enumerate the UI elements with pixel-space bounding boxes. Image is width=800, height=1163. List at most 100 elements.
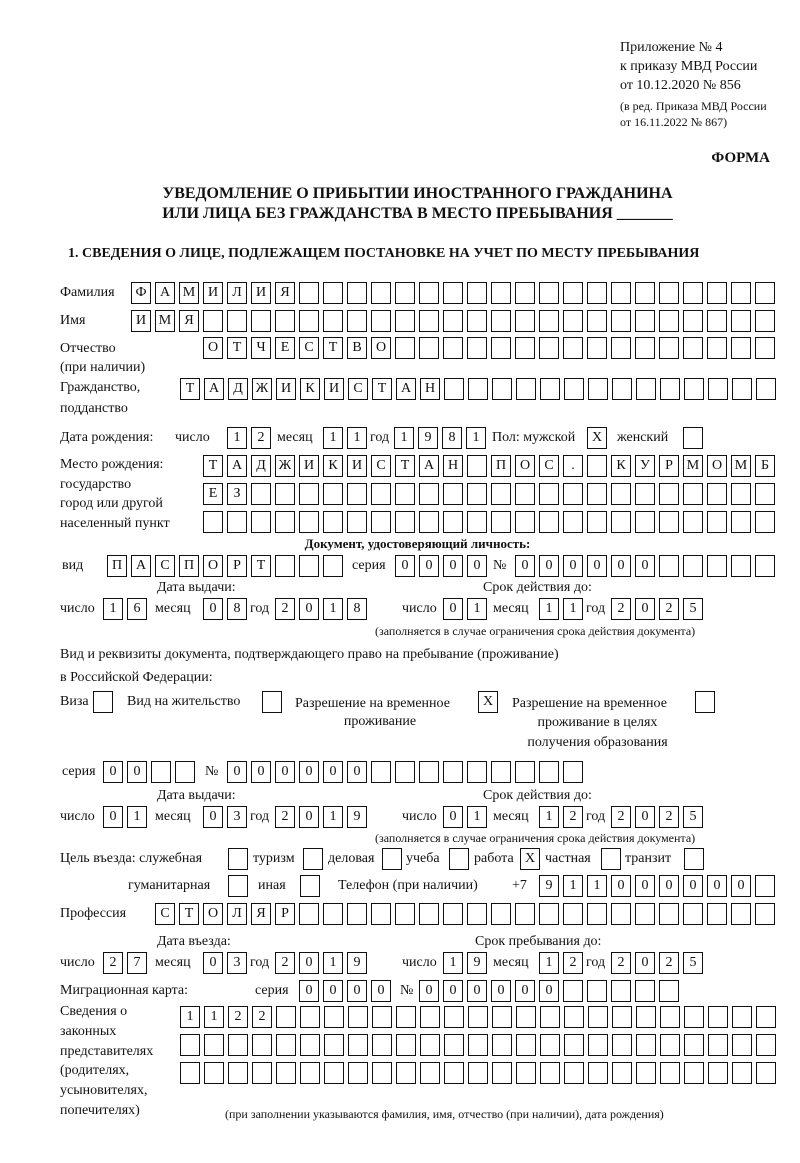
char-box[interactable] [564, 378, 584, 400]
char-box[interactable] [515, 903, 535, 925]
char-box[interactable] [300, 1034, 320, 1056]
char-box[interactable]: И [203, 282, 223, 304]
char-box[interactable] [684, 378, 704, 400]
purpose-business-checkbox[interactable] [382, 848, 402, 870]
char-box[interactable] [587, 980, 607, 1002]
char-box[interactable]: 0 [395, 555, 415, 577]
char-box[interactable] [324, 1006, 344, 1028]
char-box[interactable] [492, 1062, 512, 1084]
char-box[interactable] [299, 483, 319, 505]
char-box[interactable] [467, 483, 487, 505]
char-box[interactable] [755, 511, 775, 533]
char-box[interactable]: 5 [683, 598, 703, 620]
char-box[interactable]: 2 [659, 952, 679, 974]
char-box[interactable]: 0 [731, 875, 751, 897]
char-box[interactable] [444, 1062, 464, 1084]
char-box[interactable]: Т [251, 555, 271, 577]
char-box[interactable] [707, 903, 727, 925]
char-box[interactable]: 1 [563, 875, 583, 897]
char-box[interactable]: 0 [227, 761, 247, 783]
temp-residence-checkbox[interactable]: X [478, 691, 498, 713]
char-box[interactable]: Т [395, 455, 415, 477]
char-box[interactable] [611, 980, 631, 1002]
char-box[interactable] [516, 1062, 536, 1084]
char-box[interactable] [587, 511, 607, 533]
char-box[interactable]: X [587, 427, 607, 449]
char-box[interactable] [492, 378, 512, 400]
char-box[interactable] [371, 282, 391, 304]
char-box[interactable] [491, 337, 511, 359]
char-box[interactable] [515, 511, 535, 533]
char-box[interactable]: Н [420, 378, 440, 400]
char-box[interactable] [491, 761, 511, 783]
char-box[interactable] [515, 310, 535, 332]
birthplace-field-3[interactable] [203, 511, 775, 533]
char-box[interactable]: 1 [394, 427, 414, 449]
char-box[interactable] [540, 1062, 560, 1084]
char-box[interactable]: 0 [443, 598, 463, 620]
char-box[interactable] [707, 483, 727, 505]
char-box[interactable] [683, 337, 703, 359]
char-box[interactable] [93, 691, 113, 713]
char-box[interactable] [588, 1062, 608, 1084]
char-box[interactable]: X [520, 848, 540, 870]
char-box[interactable]: 0 [515, 980, 535, 1002]
char-box[interactable]: 0 [491, 980, 511, 1002]
char-box[interactable]: П [179, 555, 199, 577]
char-box[interactable]: Я [251, 903, 271, 925]
char-box[interactable] [347, 903, 367, 925]
purpose-study-checkbox[interactable] [449, 848, 469, 870]
char-box[interactable] [659, 511, 679, 533]
char-box[interactable] [684, 1034, 704, 1056]
char-box[interactable] [371, 483, 391, 505]
char-box[interactable] [563, 337, 583, 359]
char-box[interactable]: 9 [347, 952, 367, 974]
char-box[interactable]: 0 [371, 980, 391, 1002]
char-box[interactable]: 5 [683, 952, 703, 974]
char-box[interactable] [323, 483, 343, 505]
char-box[interactable] [347, 511, 367, 533]
char-box[interactable] [516, 378, 536, 400]
char-box[interactable] [755, 875, 775, 897]
char-box[interactable]: 0 [203, 806, 223, 828]
char-box[interactable] [419, 337, 439, 359]
char-box[interactable]: 0 [203, 952, 223, 974]
char-box[interactable] [275, 483, 295, 505]
char-box[interactable] [539, 511, 559, 533]
char-box[interactable]: 0 [563, 555, 583, 577]
char-box[interactable] [611, 337, 631, 359]
char-box[interactable] [275, 555, 295, 577]
char-box[interactable] [348, 1062, 368, 1084]
char-box[interactable]: 0 [443, 980, 463, 1002]
char-box[interactable] [612, 1006, 632, 1028]
char-box[interactable] [323, 310, 343, 332]
char-box[interactable] [396, 1062, 416, 1084]
char-box[interactable] [420, 1034, 440, 1056]
char-box[interactable]: 1 [539, 806, 559, 828]
char-box[interactable] [756, 1062, 776, 1084]
char-box[interactable] [467, 761, 487, 783]
char-box[interactable] [588, 1034, 608, 1056]
char-box[interactable]: 1 [539, 598, 559, 620]
char-box[interactable]: Т [203, 455, 223, 477]
char-box[interactable]: Б [755, 455, 775, 477]
char-box[interactable]: Е [203, 483, 223, 505]
char-box[interactable]: 2 [251, 427, 271, 449]
char-box[interactable]: М [731, 455, 751, 477]
char-box[interactable] [707, 511, 727, 533]
char-box[interactable] [204, 1062, 224, 1084]
sex-male-checkbox[interactable]: X [587, 427, 607, 449]
char-box[interactable] [683, 282, 703, 304]
char-box[interactable]: Т [227, 337, 247, 359]
char-box[interactable] [563, 310, 583, 332]
char-box[interactable]: 1 [323, 952, 343, 974]
